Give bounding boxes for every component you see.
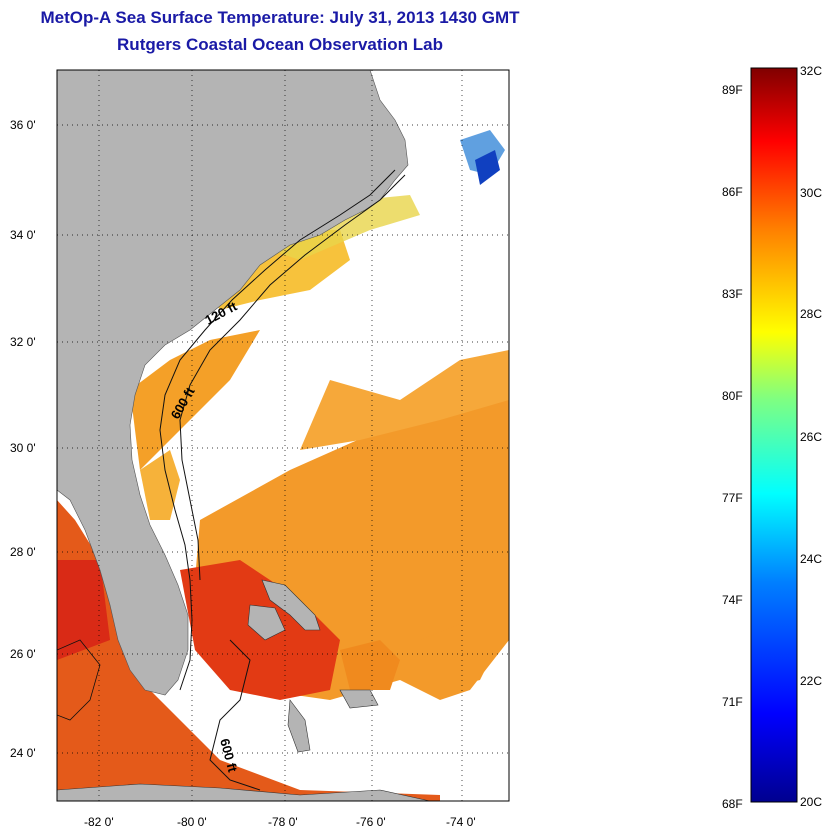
colorbar-c-label: 30C [800,186,822,200]
colorbar-f-label: 86F [722,185,743,199]
colorbar-f-label: 74F [722,593,743,607]
colorbar-f-label: 77F [722,491,743,505]
colorbar [750,67,798,803]
lat-tick: 32 0' [10,335,36,349]
colorbar-f-label: 83F [722,287,743,301]
lat-tick: 34 0' [10,228,36,242]
lon-tick: -76 0' [356,815,386,829]
map-title: MetOp-A Sea Surface Temperature: July 31… [40,8,520,27]
colorbar-c-label: 22C [800,674,822,688]
colorbar-c-label: 28C [800,307,822,321]
graticule [57,70,509,801]
map-frame [56,69,510,802]
latitude-axis: 36 0' 34 0' 32 0' 30 0' 28 0' 26 0' 24 0… [10,118,36,760]
colorbar-c-label: 20C [800,795,822,809]
longitude-axis: -82 0' -80 0' -78 0' -76 0' -74 0' [84,815,476,829]
lat-tick: 28 0' [10,545,36,559]
colorbar-c-label: 32C [800,64,822,78]
colorbar-f-label: 89F [722,83,743,97]
island-exuma [339,689,379,709]
island-cuba [57,783,431,801]
colorbar-c-label: 24C [800,552,822,566]
lat-tick: 24 0' [10,746,36,760]
colorbar-celsius-labels: 32C 30C 28C 26C 24C 22C 20C [800,64,822,809]
island-long [287,699,311,753]
lat-tick: 30 0' [10,441,36,455]
colorbar-f-label: 68F [722,797,743,811]
land-mass [57,70,409,696]
lat-tick: 26 0' [10,647,36,661]
lat-tick: 36 0' [10,118,36,132]
contour-120ft [159,169,396,691]
contour-600ft [179,174,406,581]
lon-tick: -80 0' [177,815,207,829]
colorbar-fahrenheit-labels: 89F 86F 83F 80F 77F 74F 71F 68F [722,83,743,811]
colorbar-f-label: 71F [722,695,743,709]
lon-tick: -82 0' [84,815,114,829]
island-andros [247,604,286,641]
lon-tick: -74 0' [446,815,476,829]
map-subtitle: Rutgers Coastal Ocean Observation Lab [117,35,443,54]
colorbar-f-label: 80F [722,389,743,403]
island-bahamas [261,579,321,631]
colorbar-c-label: 26C [800,430,822,444]
lon-tick: -78 0' [268,815,298,829]
